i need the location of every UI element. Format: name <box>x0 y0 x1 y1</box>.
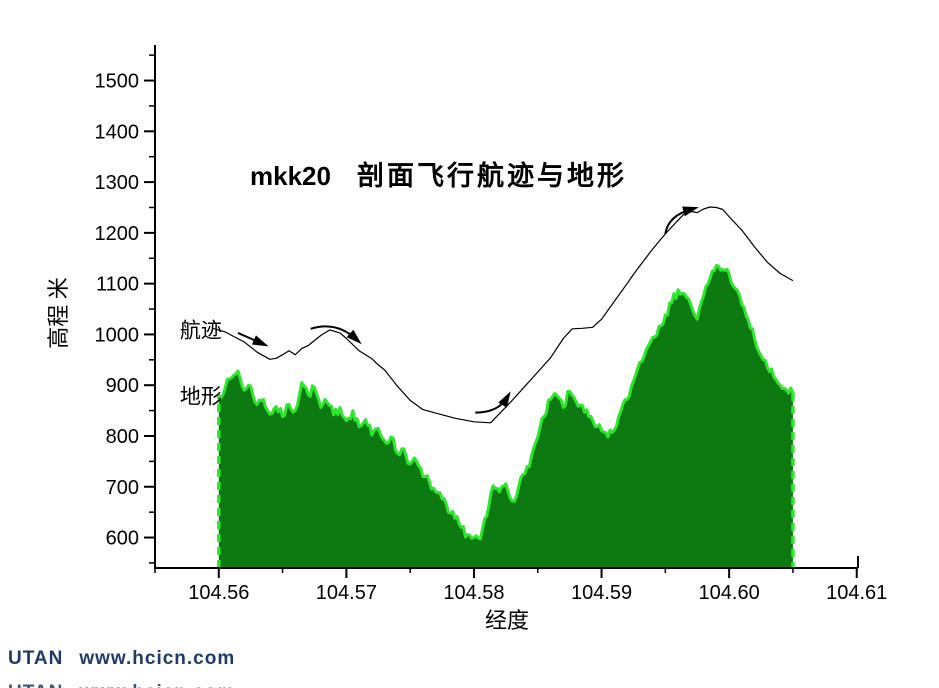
watermark-reflection: UTAN www.hcicn.com <box>8 682 235 688</box>
terrain-fill <box>218 265 793 568</box>
y-tick-label: 1300 <box>95 172 140 194</box>
y-tick-label: 1200 <box>95 223 140 245</box>
arrowhead-icon <box>346 329 362 345</box>
axes: 600 700 800 900 1000 1100 1200 1300 1400 1500 104.… <box>95 45 887 604</box>
x-tick-label: 104.56 <box>188 582 249 604</box>
x-tick-label: 104.59 <box>571 582 632 604</box>
chart-title: mkk20 剖面飞行航迹与地形 <box>250 154 627 193</box>
y-tick-label: 1100 <box>96 274 139 296</box>
y-axis-title: 高程 米 <box>46 277 71 349</box>
y-tick-label: 1500 <box>95 71 140 93</box>
x-tick-label: 104.57 <box>316 582 377 604</box>
x-axis-title: 经度 <box>485 608 529 633</box>
chart-title-text: 剖面飞行航迹与地形 <box>356 161 627 191</box>
arrowhead-icon <box>498 391 511 408</box>
terrain-label: 地形 <box>180 384 222 408</box>
x-tick-label: 104.61 <box>826 582 887 604</box>
terrain-area <box>217 263 795 568</box>
x-tick-label: 104.58 <box>443 582 504 604</box>
watermark-reflection-url: www.hcicn.com <box>79 682 235 688</box>
terrain-edge <box>217 263 795 541</box>
track-label: 航迹 <box>180 318 222 342</box>
watermark-brand: UTAN <box>8 648 64 669</box>
y-tick-label: 1400 <box>95 121 140 143</box>
y-tick-label: 800 <box>106 426 139 448</box>
chart-title-prefix: mkk20 <box>250 161 331 191</box>
direction-arrows <box>237 206 699 414</box>
x-tick-label: 104.60 <box>699 582 760 604</box>
watermark-url: www.hcicn.com <box>79 648 236 669</box>
y-tick-label: 900 <box>106 375 139 397</box>
watermark: UTAN www.hcicn.com <box>8 648 235 670</box>
y-tick-label: 700 <box>106 477 139 499</box>
watermark-reflection-brand: UTAN <box>8 682 63 688</box>
arrowhead-icon <box>682 206 699 217</box>
y-tick-label: 1000 <box>95 324 140 346</box>
y-tick-label: 600 <box>106 528 139 550</box>
flight-track-line <box>212 206 794 424</box>
arrowhead-icon <box>251 335 269 347</box>
